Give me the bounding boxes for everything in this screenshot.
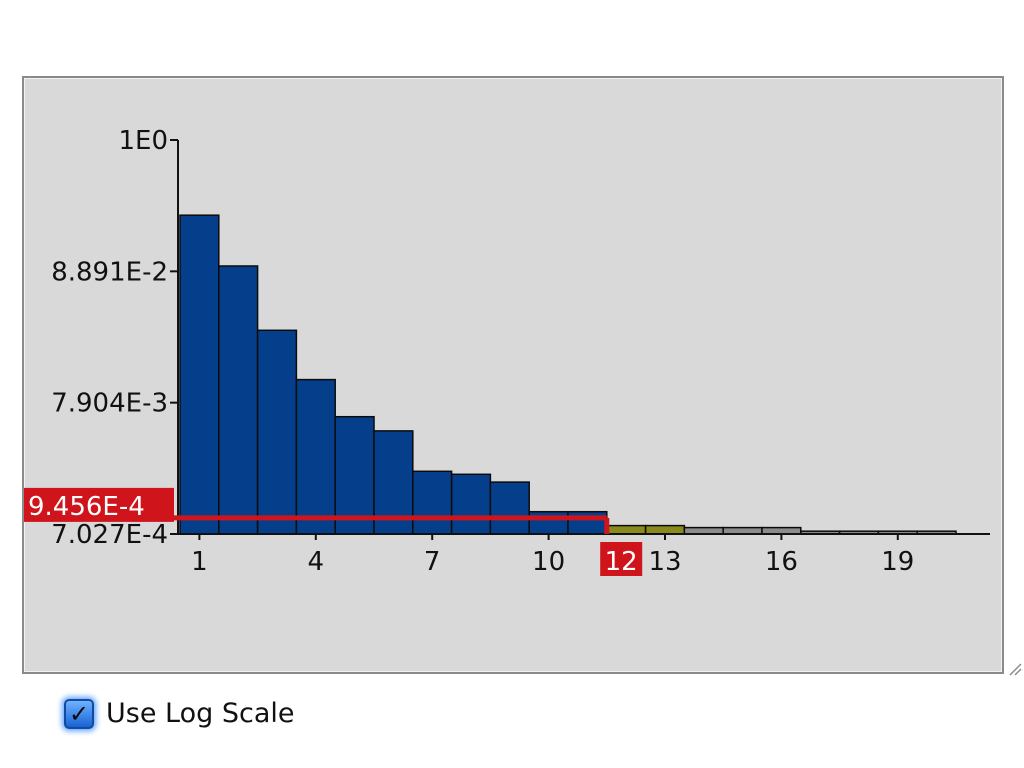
x-tick-label: 16 [765,547,798,577]
histogram-bar[interactable] [567,510,608,535]
histogram-bar[interactable] [606,524,647,535]
x-tick-label: 10 [532,547,565,577]
threshold-x-label-box [600,542,643,576]
y-tick-label: 8.891E-2 [51,257,168,287]
histogram-bar[interactable] [489,481,530,535]
log-scale-checkbox[interactable]: ✓ [64,698,94,729]
x-tick-label: 13 [648,547,681,577]
histogram-bar[interactable] [528,510,569,535]
y-tick-label: 7.904E-3 [51,389,168,419]
x-tick-label: 4 [308,547,325,577]
histogram-panel: 1E0 8.891E-2 7.904E-3 7.027E-4 1 4 7 10 13 16 19 9.… [22,76,1004,729]
histogram-bar[interactable] [179,214,220,535]
histogram-bar[interactable] [334,415,375,535]
x-tick-label: 19 [881,547,914,577]
histogram-chart[interactable]: 1E0 8.891E-2 7.904E-3 7.027E-4 1 4 7 10 13 16 19 9.… [24,78,1002,672]
log-scale-label: Use Log Scale [106,698,295,729]
histogram-bar[interactable] [218,265,259,535]
checkmark-icon: ✓ [68,699,90,728]
threshold-y-label-box [24,487,174,522]
threshold-y-label: 9.456E-4 [28,492,145,522]
x-tick-label: 7 [424,547,441,577]
resize-grip-icon[interactable] [1006,660,1022,676]
y-tick-label: 1E0 [118,126,168,156]
threshold-x-label: 12 [605,547,638,577]
histogram-bar[interactable] [295,378,336,535]
histogram-bar[interactable] [450,473,492,535]
histogram-bar[interactable] [644,524,686,535]
x-tick-label: 1 [191,547,208,577]
log-scale-toggle[interactable]: ✓ Use Log Scale [64,698,294,729]
histogram-bar[interactable] [256,329,298,535]
histogram-bar[interactable] [412,470,453,535]
y-tick-label: 7.027E-4 [51,520,168,550]
